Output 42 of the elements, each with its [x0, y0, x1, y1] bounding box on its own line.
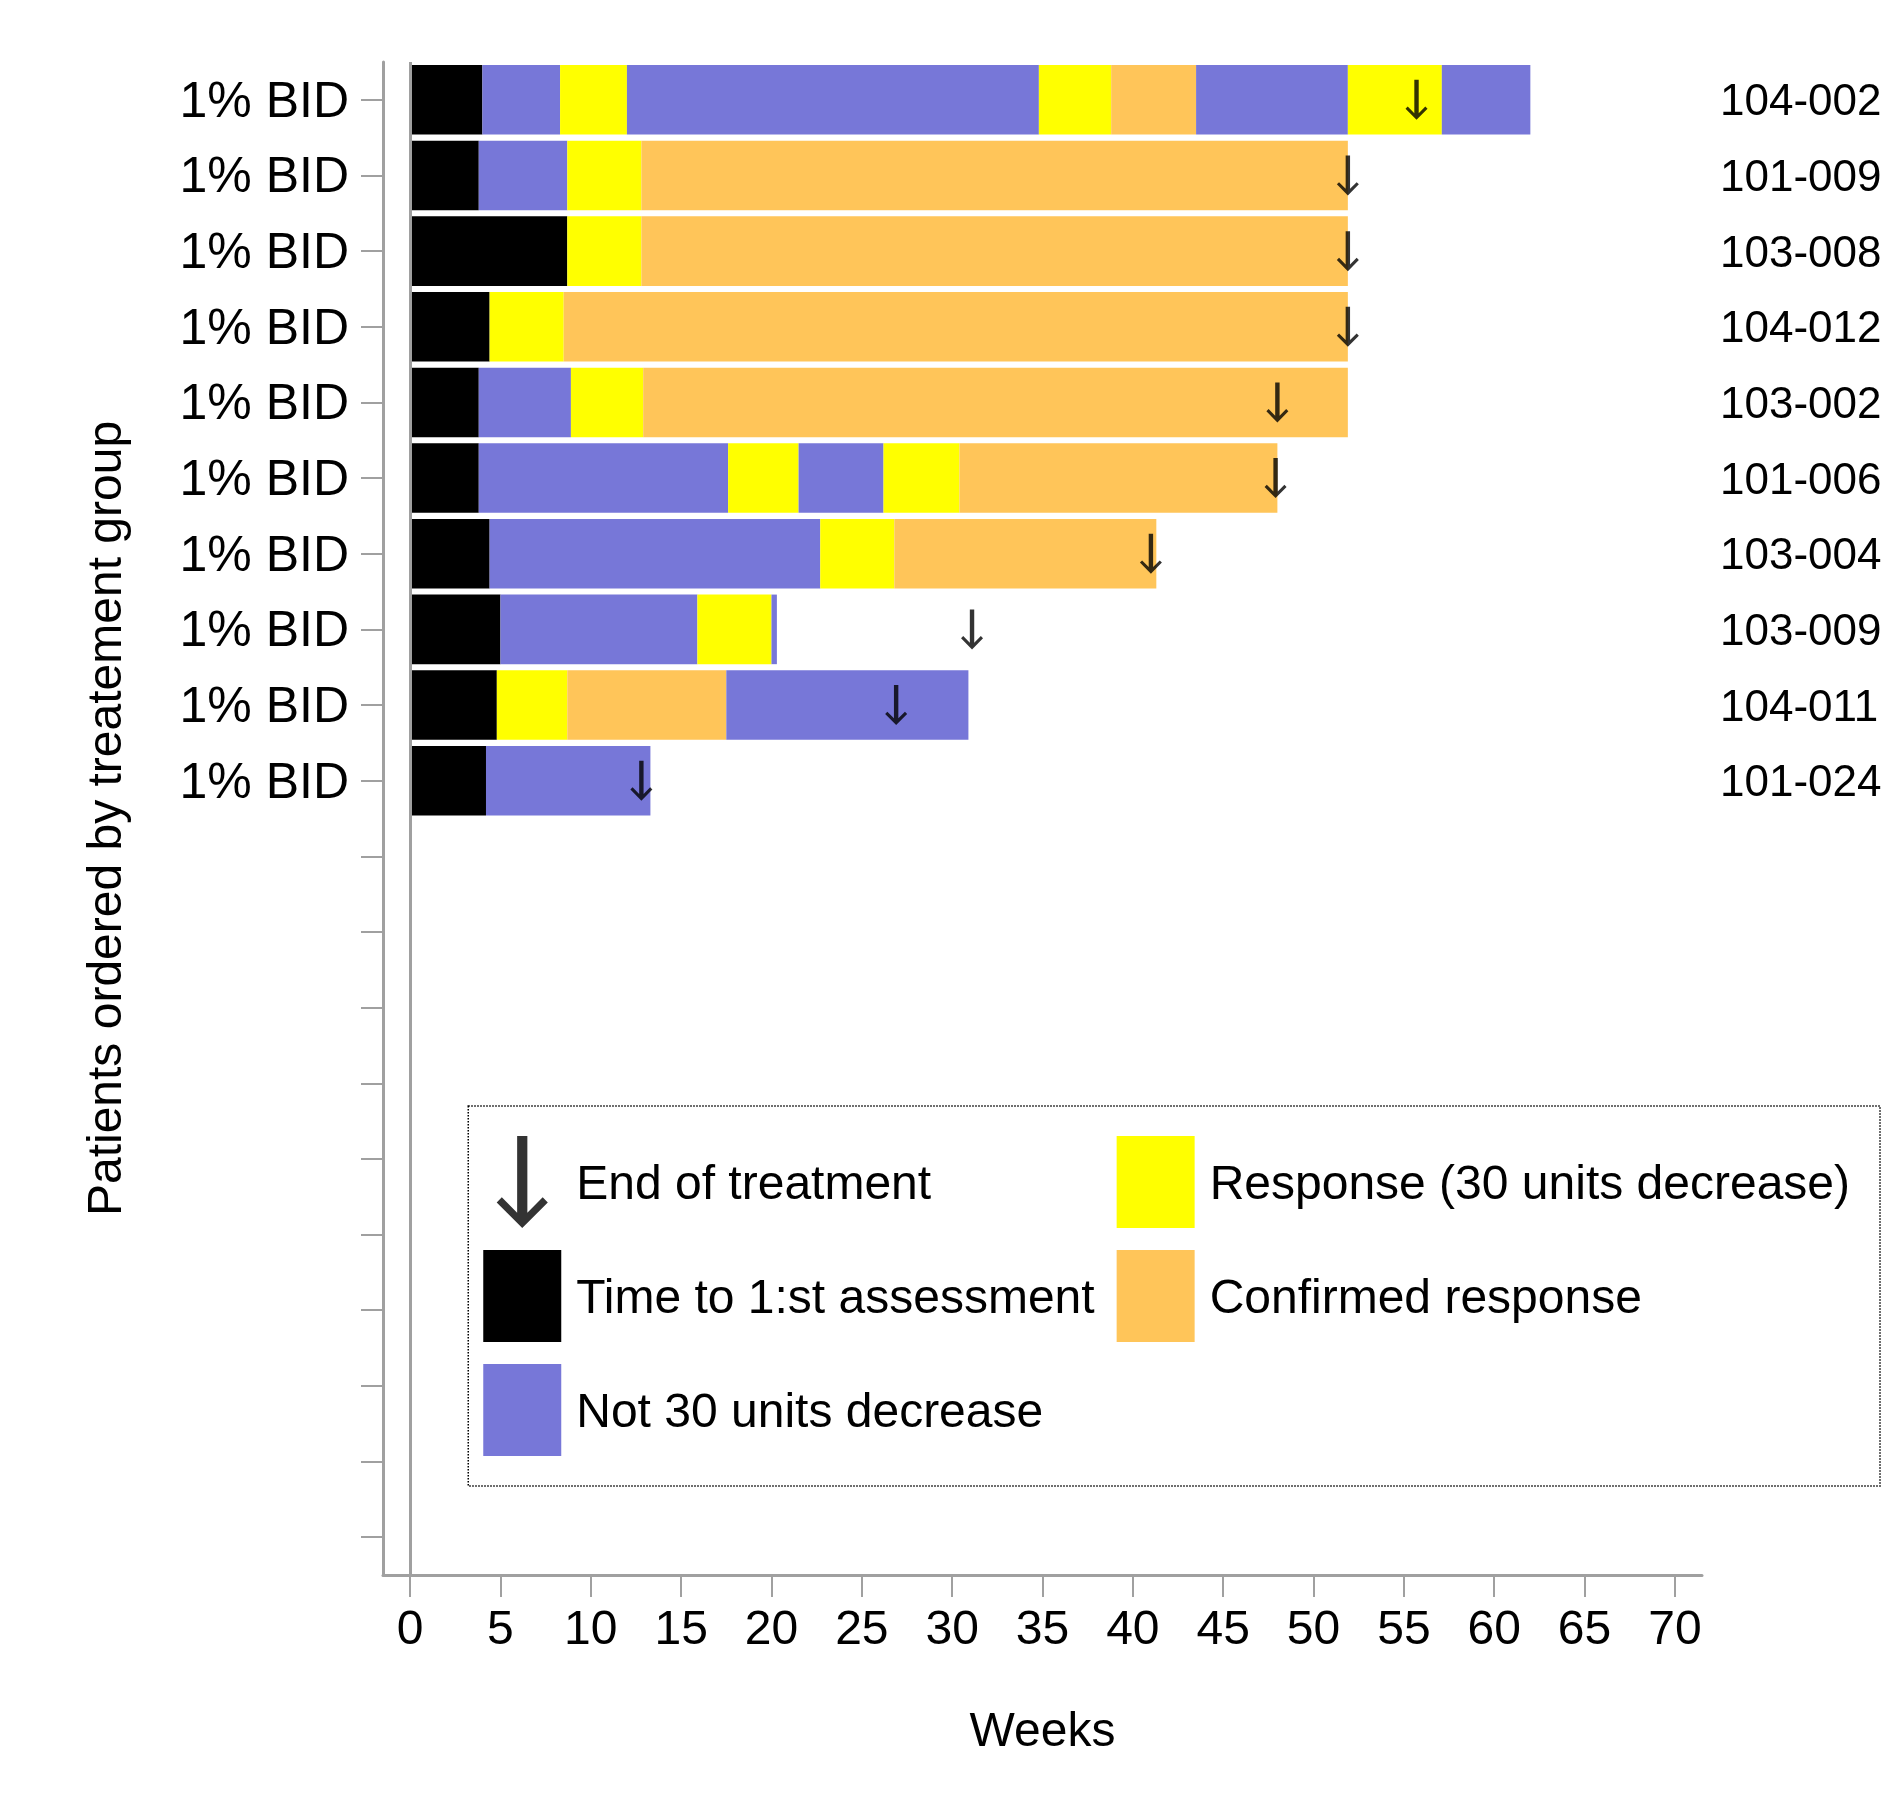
x-axis-title: Weeks [969, 1702, 1116, 1756]
y-tick-label: 1% BID [179, 677, 349, 734]
x-tick-label: 0 [396, 1600, 424, 1654]
y2-tick-label: 103-002 [1720, 377, 1882, 427]
y2-tick-label: 103-004 [1720, 529, 1882, 579]
y2-tick-label: 103-008 [1720, 226, 1882, 276]
y-tick-label: 1% BID [179, 374, 349, 431]
x-tick-label: 65 [1557, 1600, 1612, 1654]
x-tick-label: 45 [1196, 1600, 1250, 1654]
legend-label: End of treatment [576, 1155, 932, 1209]
y-tick-label: 1% BID [179, 147, 349, 204]
legend-label: Not 30 units decrease [576, 1383, 1044, 1437]
x-tick-label: 30 [925, 1600, 979, 1654]
legend-label: Response (30 units decrease) [1209, 1155, 1850, 1209]
y-axis-title: Patients ordered by treatement group [77, 420, 131, 1217]
x-tick-label: 40 [1106, 1600, 1160, 1654]
x-tick-label: 25 [835, 1600, 889, 1654]
x-tick-label: 35 [1015, 1600, 1070, 1654]
y2-tick-label: 101-006 [1720, 453, 1882, 503]
y-tick-label: 1% BID [179, 223, 349, 280]
x-tick-label: 60 [1467, 1600, 1521, 1654]
y2-tick-label: 104-012 [1720, 302, 1882, 352]
y2-tick-label: 101-024 [1720, 756, 1882, 806]
legend-label: Confirmed response [1209, 1269, 1642, 1323]
x-tick-label: 5 [487, 1600, 514, 1654]
x-tick-label: 55 [1377, 1600, 1431, 1654]
y2-tick-label: 104-002 [1720, 75, 1882, 125]
x-tick-label: 15 [654, 1600, 708, 1654]
y-tick-label: 1% BID [179, 752, 349, 809]
x-tick-label: 20 [744, 1600, 799, 1654]
y-tick-label: 1% BID [179, 71, 349, 128]
y-tick-label: 1% BID [179, 450, 349, 507]
y-tick-label: 1% BID [179, 601, 349, 658]
x-tick-label: 10 [564, 1600, 618, 1654]
x-tick-label: 50 [1286, 1600, 1341, 1654]
y2-tick-label: 104-011 [1720, 680, 1879, 730]
y-tick-label: 1% BID [179, 298, 349, 355]
y-tick-label: 1% BID [179, 525, 349, 582]
legend-label: Time to 1:st assessment [576, 1269, 1095, 1323]
x-tick-label: 70 [1648, 1600, 1702, 1654]
y2-tick-label: 103-009 [1720, 604, 1882, 654]
y2-tick-label: 101-009 [1720, 150, 1882, 200]
